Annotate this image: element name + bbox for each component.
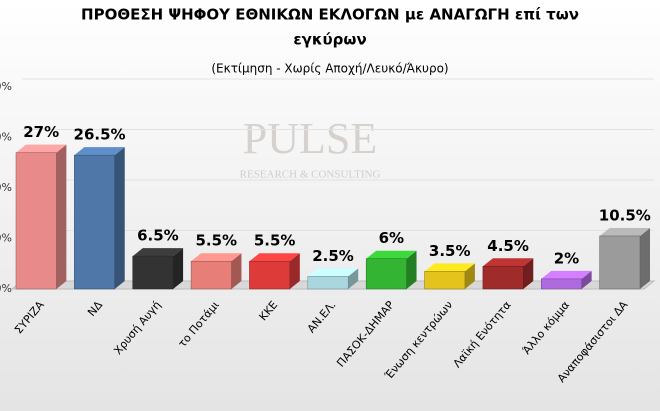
value-label: 26.5% xyxy=(74,126,126,144)
bar-top xyxy=(482,258,534,267)
bar xyxy=(541,278,582,290)
bar xyxy=(482,266,524,290)
chart-title: ΠΡΟΘΕΣΗ ΨΗΦΟΥ ΕΘΝΙΚΩΝ ΕΚΛΟΓΩΝ με ΑΝΑΓΩΓΗ… xyxy=(81,6,579,24)
bar-top xyxy=(132,248,184,257)
bar xyxy=(365,258,407,290)
value-label: 10.5% xyxy=(599,206,651,224)
chart-subtitle: (Εκτίμηση - Χωρίς Αποχή/Λευκό/Άκυρο) xyxy=(211,62,448,76)
bar-side xyxy=(348,268,359,289)
bar-top xyxy=(74,147,125,156)
watermark: PULSE xyxy=(243,114,377,163)
bar xyxy=(599,235,641,290)
value-label: 6.5% xyxy=(137,227,179,245)
bar-side xyxy=(114,147,125,289)
bar-side xyxy=(56,144,67,289)
bar-side xyxy=(581,270,592,289)
y-tick-label: 0% xyxy=(0,282,12,295)
bar-top xyxy=(16,144,67,153)
bar-top xyxy=(307,268,359,277)
value-label: 2.5% xyxy=(312,247,354,265)
value-label: 4.5% xyxy=(487,237,529,255)
watermark-sub: RESEARCH & CONSULTING xyxy=(240,169,381,181)
bar-top xyxy=(249,253,300,262)
bar-side xyxy=(231,253,242,289)
bar-side xyxy=(173,248,184,289)
bar-top xyxy=(366,250,417,259)
bar xyxy=(307,276,349,290)
bar xyxy=(190,260,232,290)
value-label: 5.5% xyxy=(195,232,237,250)
bar-side xyxy=(406,250,417,289)
bar xyxy=(249,260,291,290)
y-tick-label: 10% xyxy=(0,232,12,245)
bar xyxy=(132,255,174,290)
value-label: 2% xyxy=(554,249,579,267)
bar-top xyxy=(599,227,650,236)
value-label: 27% xyxy=(23,123,59,141)
bar-side xyxy=(523,258,534,289)
y-tick-label: 40% xyxy=(0,80,12,93)
bar-top xyxy=(541,270,592,279)
chart-title: εγκύρων xyxy=(293,31,366,49)
value-label: 5.5% xyxy=(254,232,296,250)
bar xyxy=(74,154,115,290)
value-label: 6% xyxy=(379,229,404,247)
bar-side xyxy=(640,227,650,289)
y-tick-label: 20% xyxy=(0,181,12,194)
bar-top xyxy=(191,253,242,262)
bar-side xyxy=(289,253,300,289)
value-label: 3.5% xyxy=(429,242,471,260)
bar-top xyxy=(424,263,475,272)
y-tick-label: 30% xyxy=(0,131,12,144)
bar xyxy=(15,152,57,290)
bar xyxy=(424,271,466,290)
bar-side xyxy=(464,263,475,289)
